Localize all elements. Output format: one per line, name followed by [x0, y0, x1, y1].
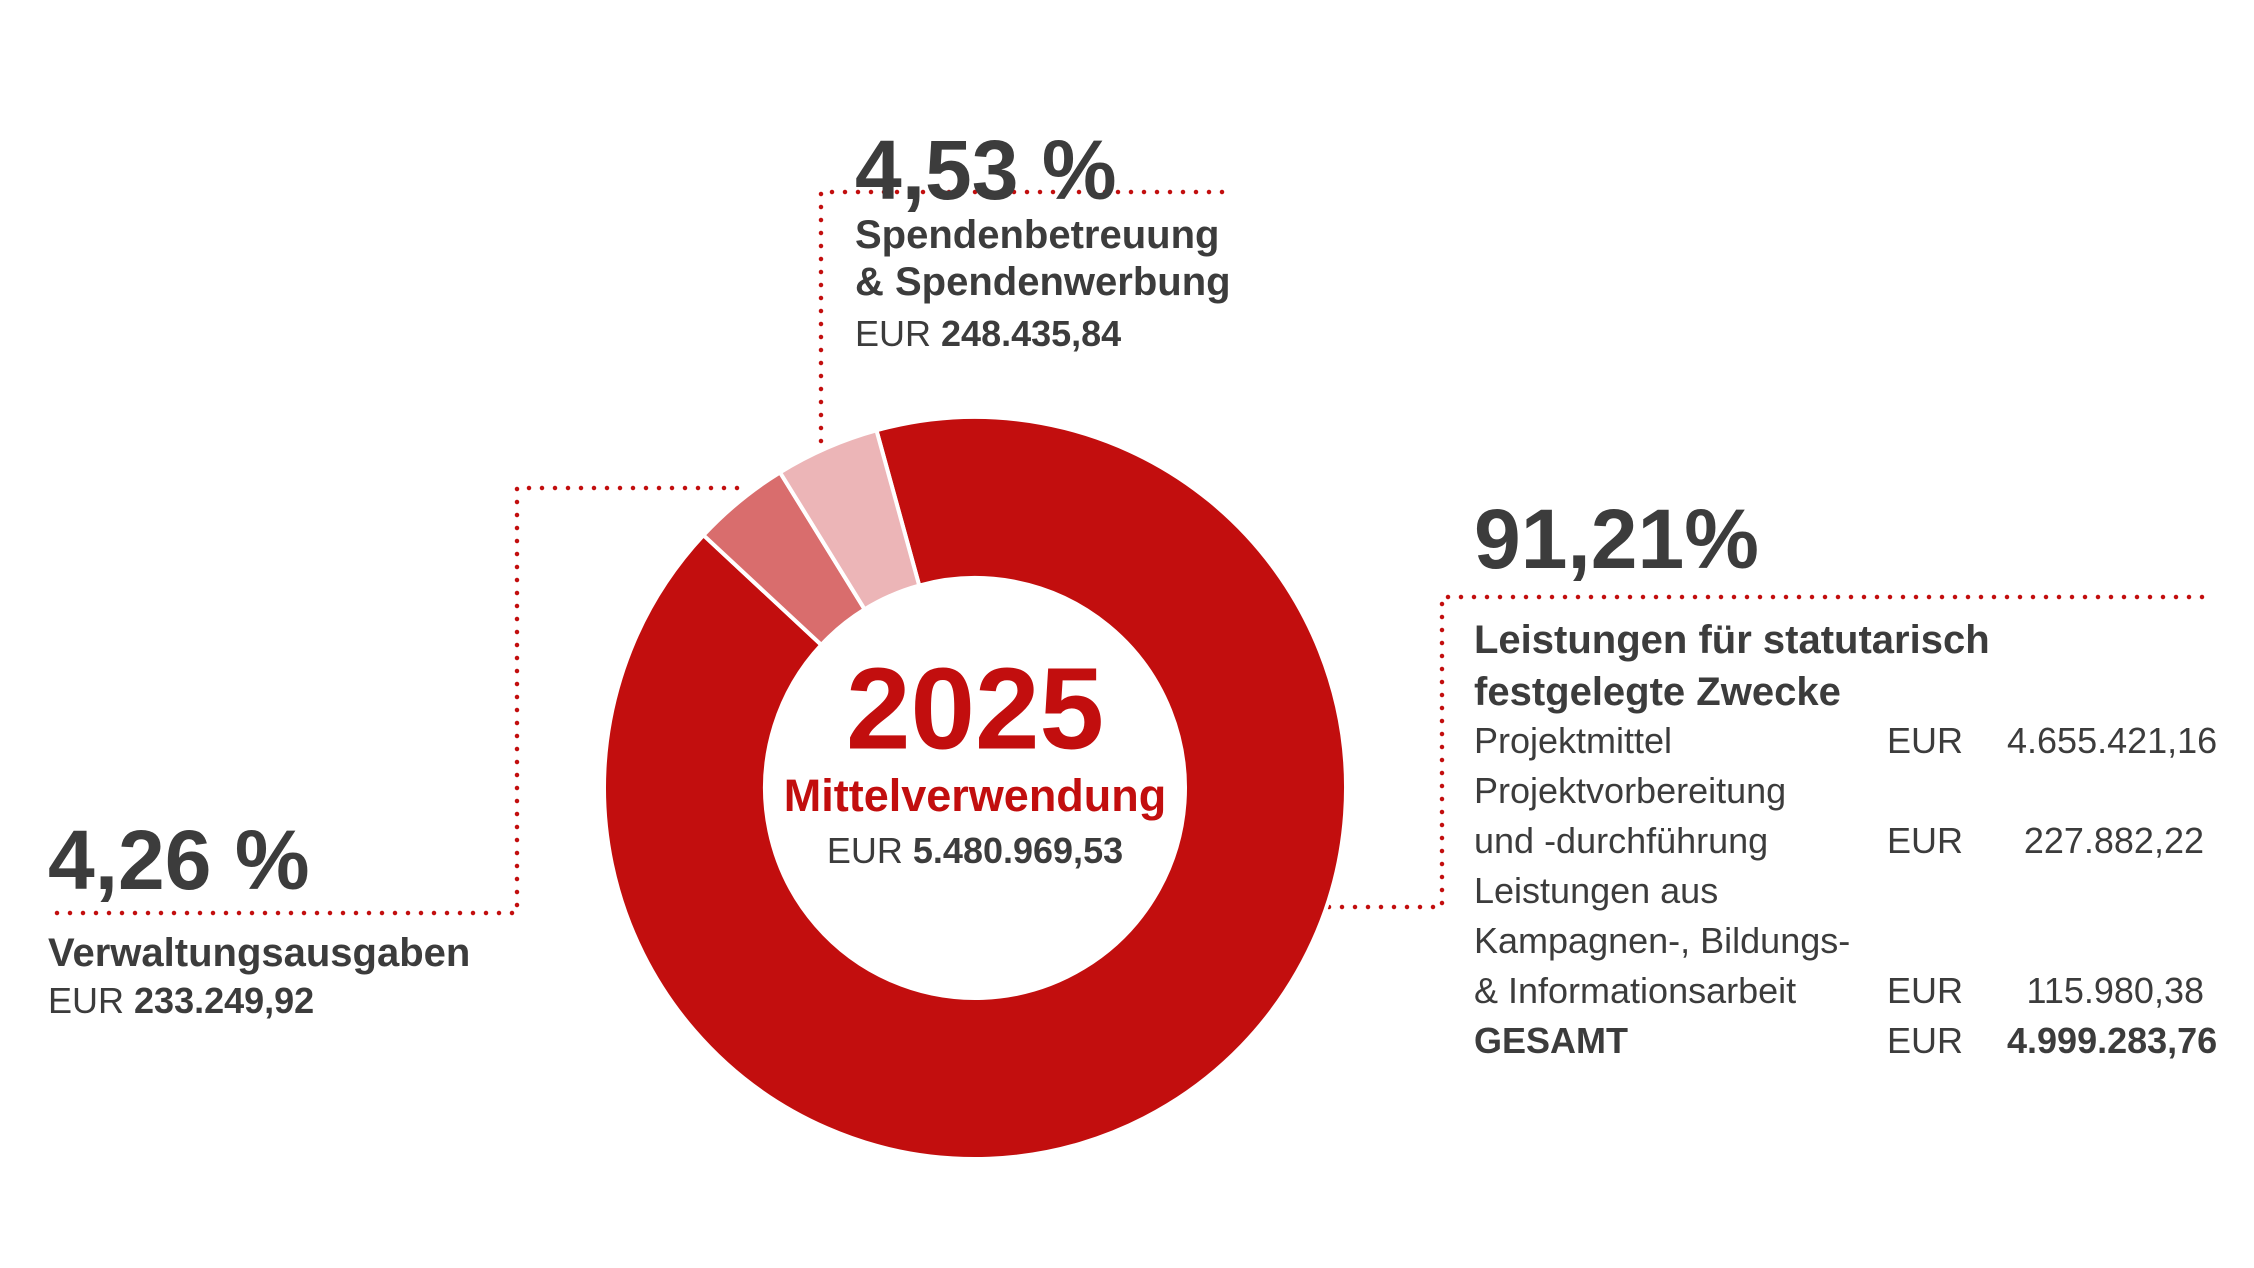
category-label: Verwaltungsausgaben [48, 931, 471, 975]
donut-slice [602, 415, 1348, 1161]
row-label: Leistungen aus Kampagnen-, Bildungs- & I… [1474, 870, 1851, 1011]
currency: EUR [48, 980, 125, 1021]
amount: 5.480.969,53 [913, 830, 1123, 871]
total-currency: EUR [1887, 1020, 1964, 1061]
leader-line [818, 189, 1228, 444]
currency: EUR [855, 313, 932, 354]
row-label: Projektmittel [1474, 720, 1673, 761]
amount-line: EUR 233.249,92 [48, 978, 314, 1024]
row-amount: 115.980,38 [2026, 970, 2204, 1011]
total-amount: EUR 5.480.969,53 [827, 830, 1123, 871]
currency: EUR [827, 830, 903, 871]
value-label: 4,26 % [48, 813, 310, 907]
leader-line [1326, 594, 2207, 910]
row-currency: EUR [1887, 820, 1964, 861]
chart-title: 2025 [846, 644, 1104, 774]
amount-line: EUR 248.435,84 [855, 311, 1121, 357]
category-label: Spendenbetreuung & Spendenwerbung [855, 213, 1231, 304]
row-amount: 4.655.421,16 [2007, 720, 2218, 761]
value-label: 4,53 % [855, 123, 1117, 217]
donut-slice [777, 427, 922, 613]
total-amount: 4.999.283,76 [2007, 1020, 2218, 1061]
donut [602, 415, 1348, 1161]
chart-subtitle: Mittelverwendung [784, 770, 1167, 821]
amount: 248.435,84 [941, 313, 1122, 354]
row-currency: EUR [1887, 970, 1964, 1011]
row-amount: 227.882,22 [2023, 820, 2204, 861]
category-label: Leistungen für statutarisch festgelegte … [1474, 618, 1990, 714]
row-currency: EUR [1887, 720, 1964, 761]
value-label: 91,21% [1474, 492, 1759, 586]
amount: 233.249,92 [134, 980, 315, 1021]
total-label: GESAMT [1474, 1020, 1629, 1061]
breakdown-table: Projektmittel EUR 4.655.421,16 Projektvo… [1474, 716, 2218, 1066]
row-label: Projektvorbereitung und -durchführung [1474, 770, 1787, 861]
